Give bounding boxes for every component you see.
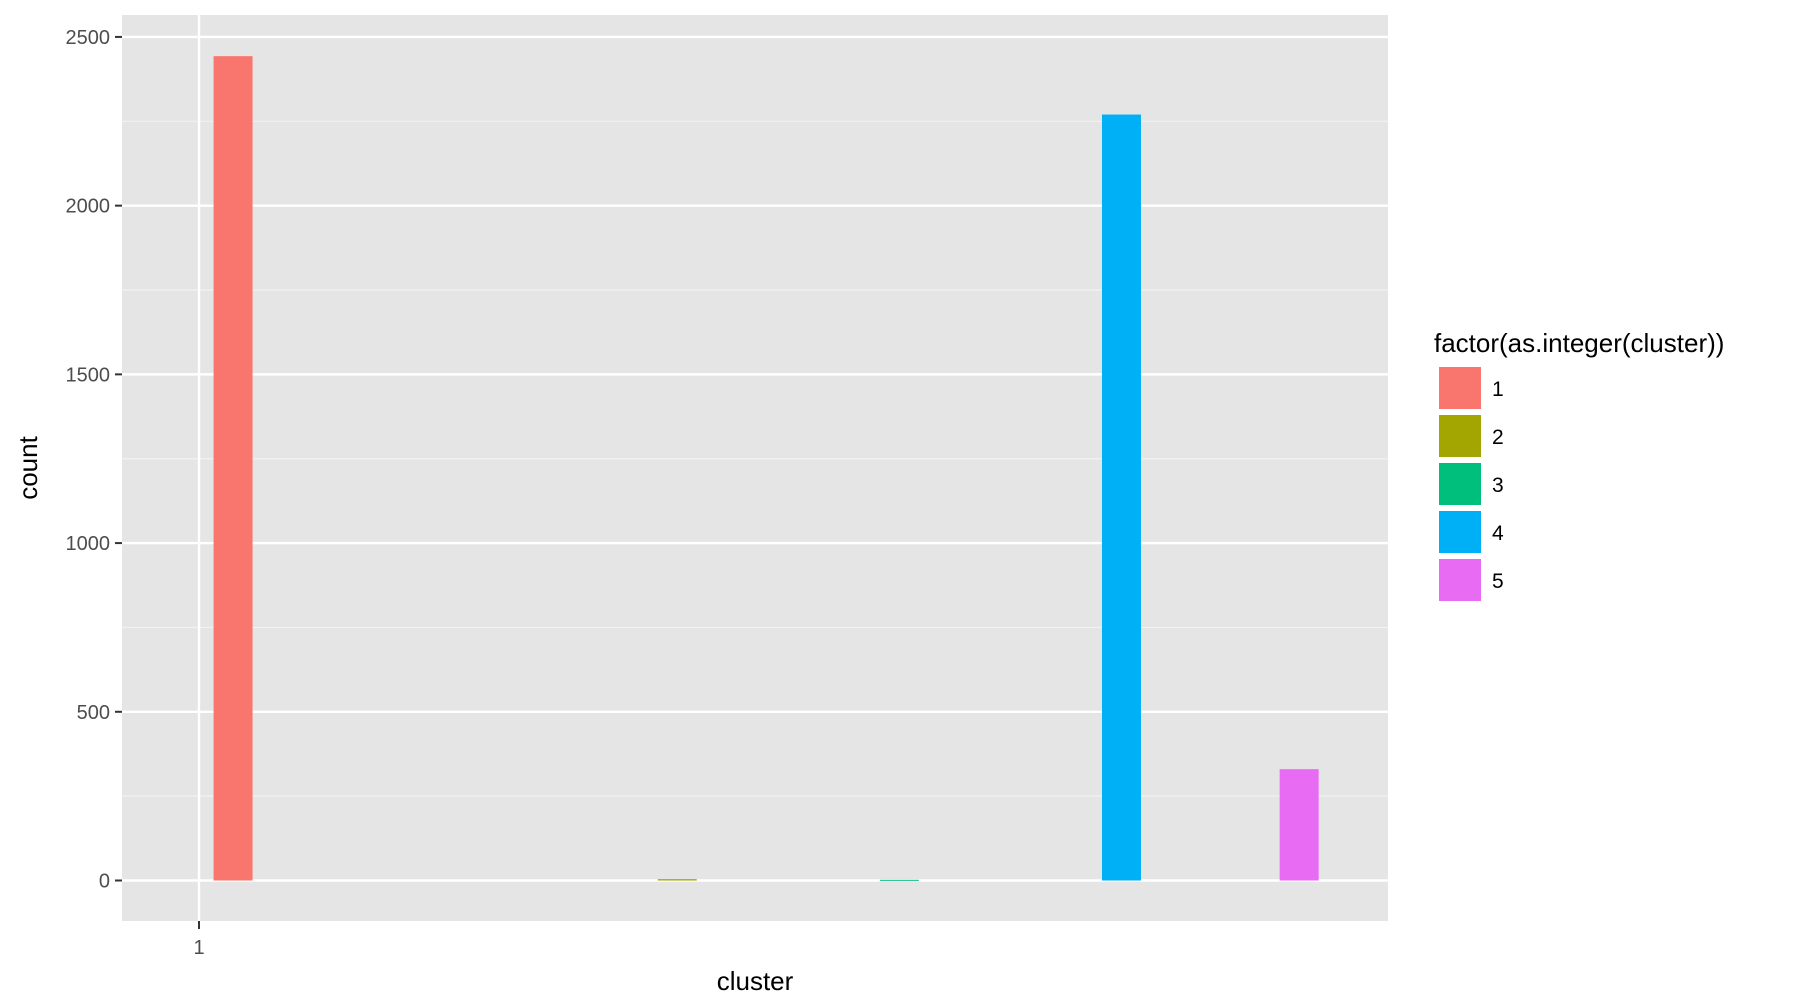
bar-cluster-5: [1279, 769, 1319, 881]
y-tick-label: 2500: [66, 27, 111, 49]
y-tick-label: 2000: [66, 196, 111, 218]
legend-key-2: [1437, 413, 1483, 459]
y-tick-label: 0: [99, 871, 110, 893]
y-tick-label: 500: [77, 702, 110, 724]
x-tick-label: 1: [193, 937, 204, 959]
legend-label-4: 4: [1492, 522, 1504, 545]
y-tick-label: 1500: [66, 364, 111, 386]
x-axis-title: cluster: [717, 966, 794, 996]
legend-label-1: 1: [1492, 378, 1504, 401]
bars: [213, 56, 1319, 881]
legend-label-2: 2: [1492, 426, 1504, 449]
bar-cluster-1: [213, 56, 253, 881]
legend-key-1: [1437, 365, 1483, 411]
legend-key-4: [1437, 509, 1483, 555]
legend-key-3: [1437, 461, 1483, 507]
y-axis-title: count: [13, 435, 43, 499]
grid-lines: [122, 15, 1388, 921]
legend-label-3: 3: [1492, 474, 1504, 497]
legend-title: factor(as.integer(cluster)): [1434, 328, 1724, 358]
legend-key-5: [1437, 557, 1483, 603]
bar-cluster-4: [1101, 114, 1141, 881]
plot-panel: [122, 15, 1388, 921]
bar-cluster-2: [657, 879, 697, 881]
y-tick-label: 1000: [66, 533, 111, 555]
bar-cluster-3: [879, 879, 919, 881]
legend: factor(as.integer(cluster)) 1 2 3 4 5: [1434, 328, 1724, 603]
legend-label-5: 5: [1492, 570, 1504, 593]
axes: 0 500 1000 1500 2000 2500 1: [66, 27, 205, 959]
